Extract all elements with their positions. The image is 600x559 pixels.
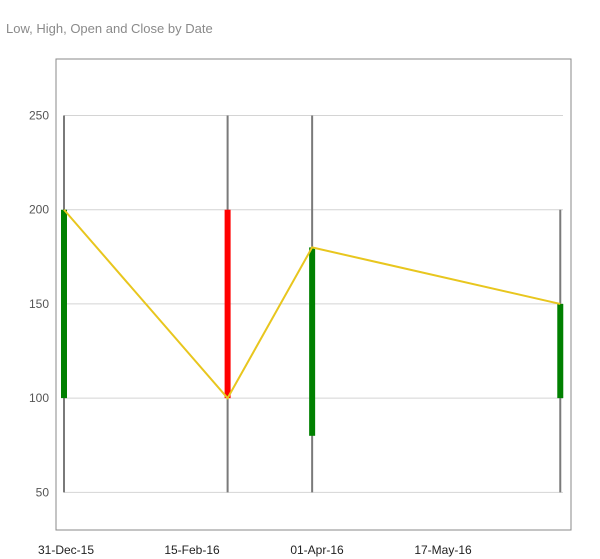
x-tick-label-3: 01-Apr-16 — [290, 543, 344, 557]
y-tick-label-50: 50 — [36, 485, 50, 499]
candle-body-2 — [224, 209, 231, 399]
x-tick-label-1: 31-Dec-15 — [38, 543, 94, 557]
y-tick-label-250: 250 — [29, 109, 49, 123]
chart-title: Low, High, Open and Close by Date — [6, 21, 213, 36]
y-tick-label-100: 100 — [29, 391, 49, 405]
candle-body-1 — [61, 209, 67, 399]
x-tick-label-2: 15-Feb-16 — [164, 543, 220, 557]
y-tick-label-150: 150 — [29, 297, 49, 311]
close-line — [63, 209, 561, 400]
plot-frame — [55, 58, 572, 531]
candle-body-4 — [557, 303, 564, 399]
y-tick-label-200: 200 — [29, 203, 49, 217]
x-tick-label-4: 17-May-16 — [414, 543, 472, 557]
candle-body-3 — [309, 247, 316, 436]
